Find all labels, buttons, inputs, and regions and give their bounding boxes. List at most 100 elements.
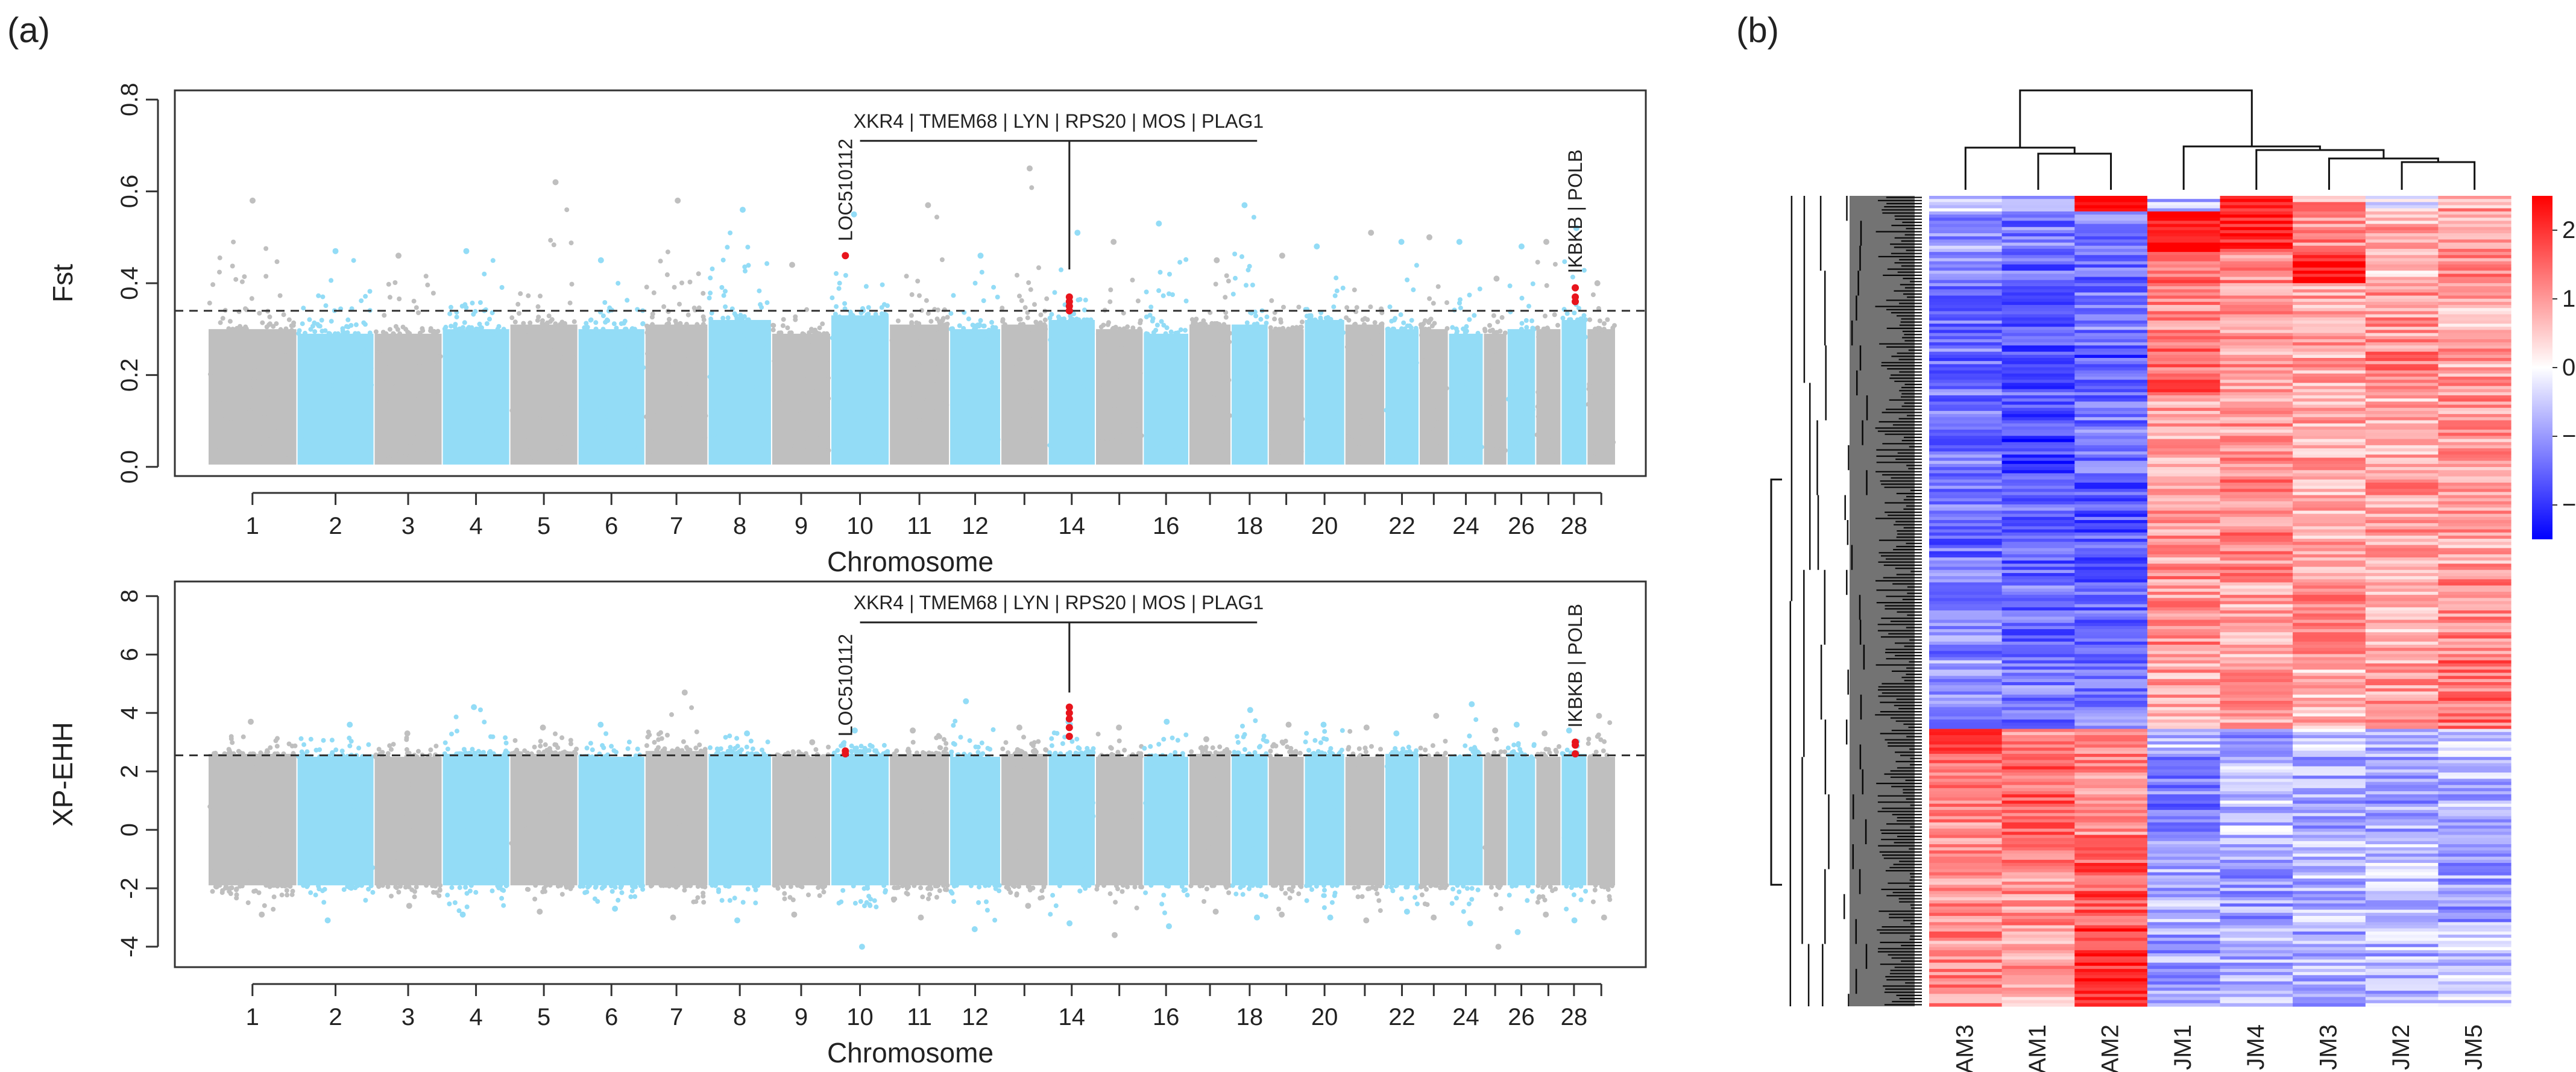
heatmap-cell <box>2293 654 2366 658</box>
snp-point <box>1073 353 1079 358</box>
heatmap-cell <box>2220 486 2293 489</box>
heatmap-cell <box>1929 395 2003 399</box>
snp-point <box>782 896 787 901</box>
heatmap-cell <box>2220 482 2293 486</box>
heatmap-cell <box>2220 794 2293 798</box>
heatmap-cell <box>2074 657 2148 661</box>
snp-point <box>404 747 409 752</box>
heatmap-cell <box>2293 364 2366 368</box>
snp-point <box>514 747 520 753</box>
heatmap-cell <box>2074 785 2148 789</box>
peak-point <box>1594 280 1601 286</box>
snp-point <box>1179 380 1185 384</box>
heatmap-cell <box>2074 800 2148 804</box>
chromosome-14-points <box>1047 230 1095 465</box>
heatmap-cell <box>2147 882 2221 885</box>
heatmap-cell <box>1929 744 2003 748</box>
snp-point <box>501 888 506 893</box>
heatmap-cell <box>2147 900 2221 904</box>
heatmap-cell <box>1929 532 2003 536</box>
snp-point <box>340 326 345 331</box>
snp-point <box>1384 884 1389 889</box>
snp-point <box>376 747 382 752</box>
snp-point <box>1573 451 1578 457</box>
heatmap-cell <box>2001 753 2075 757</box>
snp-point <box>1379 332 1384 337</box>
heatmap-cell <box>2438 236 2511 240</box>
heatmap-cell <box>2438 532 2511 536</box>
heatmap-cell <box>2001 688 2075 692</box>
snp-point <box>380 421 385 426</box>
heatmap-cell <box>2293 675 2366 680</box>
chromosome-3-core-band <box>374 756 442 886</box>
snp-point <box>1332 893 1337 898</box>
plot-frame <box>174 580 1647 968</box>
heatmap-cell <box>1929 897 2003 901</box>
heatmap-cell <box>2438 513 2511 518</box>
snp-point <box>1426 320 1431 325</box>
heatmap-cell <box>2438 486 2511 489</box>
heatmap-cell <box>2438 688 2511 692</box>
heatmap-cell <box>2001 370 2075 374</box>
snp-point <box>944 887 949 892</box>
heatmap-cell <box>2147 199 2221 202</box>
snp-point <box>1578 897 1584 903</box>
snp-point <box>1297 750 1303 756</box>
heatmap-cell <box>2220 694 2293 698</box>
heatmap-cell <box>2147 395 2221 399</box>
snp-point <box>918 885 924 891</box>
heatmap-cell <box>2365 479 2439 483</box>
chromosome-21-points <box>1345 724 1385 924</box>
heatmap-cell <box>2074 370 2148 374</box>
snp-point <box>391 742 396 747</box>
snp-point <box>1014 762 1019 768</box>
snp-point <box>1398 402 1403 407</box>
heatmap-cell <box>2001 239 2075 243</box>
heatmap-cell <box>2438 713 2511 717</box>
snp-point <box>524 433 530 439</box>
snp-point <box>208 372 213 377</box>
snp-point <box>423 274 429 279</box>
snp-point <box>446 865 452 871</box>
heatmap-cell <box>2001 410 2075 415</box>
heatmap-cell <box>2001 305 2075 309</box>
snp-point <box>491 867 497 872</box>
snp-point <box>745 886 751 892</box>
bracket-gene-list: XKR4 | TMEM68 | LYN | RPS20 | MOS | PLAG… <box>854 110 1264 132</box>
heatmap-cell <box>2001 729 2075 733</box>
heatmap-cell <box>1929 863 2003 867</box>
snp-point <box>1511 883 1516 888</box>
snp-point <box>1100 410 1106 416</box>
chromosome-28-core-band <box>1561 319 1587 465</box>
heatmap-cell <box>2438 769 2511 773</box>
snp-point <box>394 885 399 891</box>
heatmap-cell <box>2074 516 2148 521</box>
heatmap-cell <box>2001 520 2075 524</box>
heatmap-cell <box>2365 738 2439 742</box>
heatmap-cell <box>2365 236 2439 240</box>
heatmap-cell <box>1929 869 2003 873</box>
highlighted-snp-point <box>1572 738 1579 746</box>
snp-point <box>899 443 904 448</box>
heatmap-cell <box>2147 267 2221 271</box>
snp-point <box>1318 377 1323 382</box>
snp-point <box>1144 331 1149 336</box>
snp-point <box>423 415 428 421</box>
heatmap-cell <box>2365 248 2439 252</box>
snp-point <box>809 327 814 332</box>
heatmap-cell <box>2001 716 2075 720</box>
snp-point <box>904 891 909 896</box>
snp-point <box>445 747 450 751</box>
heatmap-cell <box>2438 448 2511 452</box>
peak-point <box>1566 727 1572 734</box>
heatmap-cell <box>2220 619 2293 624</box>
snp-point <box>385 884 391 889</box>
snp-point <box>464 891 470 896</box>
snp-point <box>398 883 403 889</box>
snp-point <box>357 351 363 356</box>
heatmap-cell <box>2365 245 2439 249</box>
heatmap-cell <box>2074 498 2148 502</box>
snp-point <box>632 894 638 899</box>
snp-point <box>1428 883 1434 889</box>
heatmap-cell <box>2001 747 2075 751</box>
